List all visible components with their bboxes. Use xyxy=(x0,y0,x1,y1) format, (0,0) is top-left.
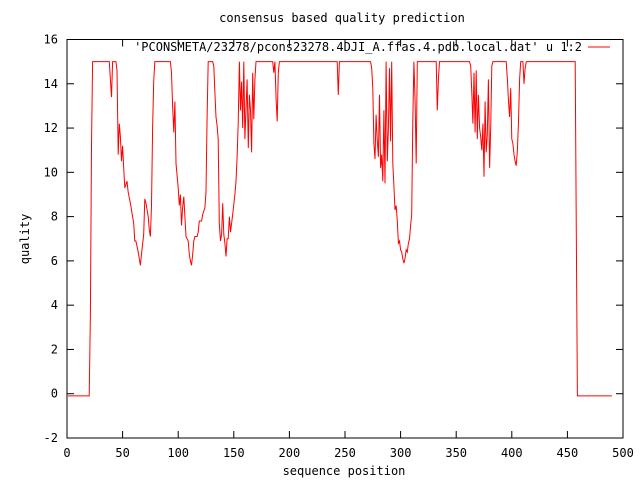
y-tick-label: -2 xyxy=(44,431,58,445)
y-tick-label: 14 xyxy=(44,77,58,91)
series-layer xyxy=(68,61,612,397)
x-tick-label: 0 xyxy=(63,446,70,460)
y-tick-label: 2 xyxy=(51,342,58,356)
x-tick-label: 500 xyxy=(612,446,634,460)
y-axis-label: quality xyxy=(18,214,32,265)
x-tick-label: 100 xyxy=(167,446,189,460)
y-tick-label: 6 xyxy=(51,254,58,268)
y-axis: -2 0 2 4 6 8 10 12 14 16 xyxy=(44,33,623,445)
x-tick-label: 350 xyxy=(445,446,467,460)
legend: 'PCONSMETA/23278/pcons23278.4DJI_A.ffas.… xyxy=(134,40,610,54)
y-tick-label: 0 xyxy=(51,387,58,401)
y-tick-label: 16 xyxy=(44,33,58,47)
legend-label: 'PCONSMETA/23278/pcons23278.4DJI_A.ffas.… xyxy=(134,40,582,54)
x-tick-label: 400 xyxy=(501,446,523,460)
x-axis: 0 50 100 150 200 250 300 350 400 450 500 xyxy=(63,39,634,460)
x-tick-label: 50 xyxy=(115,446,129,460)
x-tick-label: 250 xyxy=(334,446,356,460)
x-tick-label: 150 xyxy=(223,446,245,460)
y-tick-label: 12 xyxy=(44,121,58,135)
y-tick-label: 4 xyxy=(51,298,58,312)
y-tick-label: 8 xyxy=(51,210,58,224)
series-line-0 xyxy=(68,61,612,397)
chart-title: consensus based quality prediction xyxy=(219,11,465,25)
plot-frame xyxy=(66,39,624,439)
x-axis-label: sequence position xyxy=(283,464,406,478)
x-tick-label: 450 xyxy=(557,446,579,460)
x-tick-label: 200 xyxy=(279,446,301,460)
x-tick-label: 300 xyxy=(390,446,412,460)
y-tick-label: 10 xyxy=(44,165,58,179)
